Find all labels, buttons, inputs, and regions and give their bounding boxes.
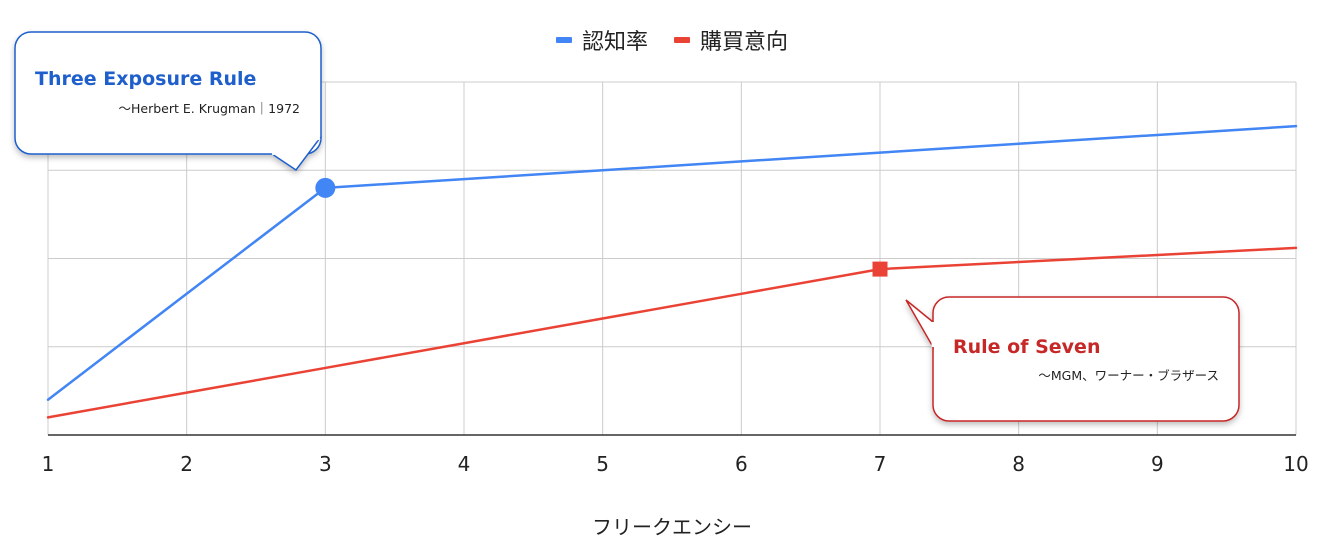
axes: 1 2 3 4 5 6 7 8 9 10	[42, 434, 1309, 476]
legend-item: 認知率	[555, 30, 648, 55]
data-point-marker	[872, 261, 888, 277]
legend-swatch	[555, 37, 572, 43]
callout-pointer	[905, 299, 934, 350]
data-point-marker	[315, 177, 336, 198]
legend-item: 購買意向	[674, 30, 788, 55]
legend-swatch	[674, 37, 690, 43]
x-tick-label: 7	[874, 452, 887, 476]
callouts: Three Exposure Rule ～Herbert E. Krugman｜1…	[14, 31, 1240, 422]
series-line	[46, 124, 1298, 401]
x-tick-label: 5	[596, 452, 609, 476]
callout-subtitle: ～Herbert E. Krugman｜1972	[119, 101, 300, 116]
callout-bubble	[932, 296, 1240, 422]
callout-box	[14, 31, 323, 172]
callout-title: Three Exposure Rule	[35, 68, 256, 90]
callout-bubble	[14, 31, 322, 155]
legend: 認知率 購買意向	[555, 30, 788, 55]
x-tick-label: 9	[1151, 452, 1164, 476]
callout-box	[905, 296, 1240, 422]
x-tick-label: 1	[42, 452, 55, 476]
series-layer	[46, 124, 1298, 419]
x-tick-label: 10	[1283, 452, 1308, 476]
callout-subtitle: ～MGM、ワーナー・ブラザース	[1038, 368, 1219, 383]
series-line	[46, 246, 1298, 419]
callout-title: Rule of Seven	[953, 336, 1100, 358]
x-tick-label: 4	[458, 452, 471, 476]
legend-label: 購買意向	[700, 30, 788, 55]
x-tick-label: 3	[319, 452, 332, 476]
x-tick-label: 2	[180, 452, 193, 476]
legend-label: 認知率	[582, 30, 648, 55]
x-tick-label: 6	[735, 452, 748, 476]
x-axis-title: フリークエンシー	[592, 515, 752, 539]
x-tick-label: 8	[1012, 452, 1025, 476]
callout-seam	[271, 136, 321, 156]
